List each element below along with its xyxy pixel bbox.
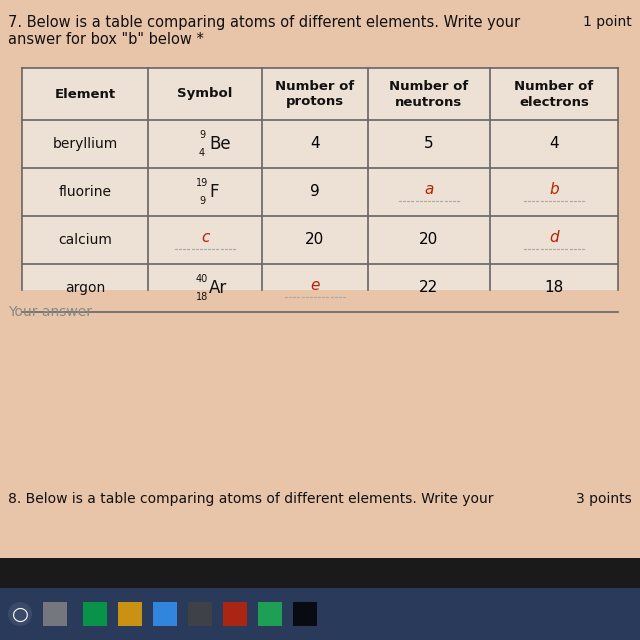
Bar	[188, 602, 212, 626]
Circle shape	[8, 602, 32, 626]
Text: F: F	[209, 183, 218, 201]
Bar	[83, 602, 107, 626]
Bar	[0, 558, 640, 588]
Text: 1 point: 1 point	[583, 15, 632, 29]
Text: Element: Element	[54, 88, 116, 100]
Text: Number of
neutrons: Number of neutrons	[389, 79, 468, 109]
Text: Ar: Ar	[209, 279, 227, 297]
Bar	[153, 602, 177, 626]
Text: Your answer: Your answer	[8, 305, 92, 319]
Text: d: d	[549, 230, 559, 246]
Text: 20: 20	[419, 232, 438, 248]
Text: ○: ○	[12, 605, 29, 623]
Text: e: e	[310, 278, 320, 294]
Bar	[223, 602, 247, 626]
Text: 8. Below is a table comparing atoms of different elements. Write your: 8. Below is a table comparing atoms of d…	[8, 492, 493, 506]
Text: 40: 40	[196, 274, 208, 284]
Text: 5: 5	[424, 136, 434, 152]
Bar	[43, 602, 67, 626]
Text: 7. Below is a table comparing atoms of different elements. Write your: 7. Below is a table comparing atoms of d…	[8, 15, 520, 30]
Text: 4: 4	[310, 136, 320, 152]
Text: Number of
protons: Number of protons	[275, 79, 355, 109]
Text: Symbol: Symbol	[177, 88, 233, 100]
Text: 20: 20	[305, 232, 324, 248]
Text: 3 points: 3 points	[576, 492, 632, 506]
Text: 9: 9	[199, 196, 205, 206]
Text: b: b	[549, 182, 559, 198]
Bar	[258, 602, 282, 626]
Text: 9: 9	[199, 130, 205, 140]
Text: 9: 9	[310, 184, 320, 200]
Text: Number of
electrons: Number of electrons	[515, 79, 594, 109]
Bar	[22, 68, 618, 290]
Text: 4: 4	[549, 136, 559, 152]
Bar	[118, 602, 142, 626]
Text: 22: 22	[419, 280, 438, 296]
Text: 18: 18	[196, 292, 208, 302]
Text: Be: Be	[209, 135, 230, 153]
Text: 19: 19	[196, 178, 208, 188]
Text: answer for box "b" below *: answer for box "b" below *	[8, 32, 204, 47]
Text: 4: 4	[199, 148, 205, 158]
Text: c: c	[201, 230, 209, 246]
Text: argon: argon	[65, 281, 105, 295]
Text: beryllium: beryllium	[52, 137, 118, 151]
Bar	[0, 588, 640, 640]
Bar	[293, 602, 317, 626]
Text: a: a	[424, 182, 434, 198]
Text: calcium: calcium	[58, 233, 112, 247]
Text: fluorine: fluorine	[58, 185, 111, 199]
Text: 18: 18	[545, 280, 564, 296]
